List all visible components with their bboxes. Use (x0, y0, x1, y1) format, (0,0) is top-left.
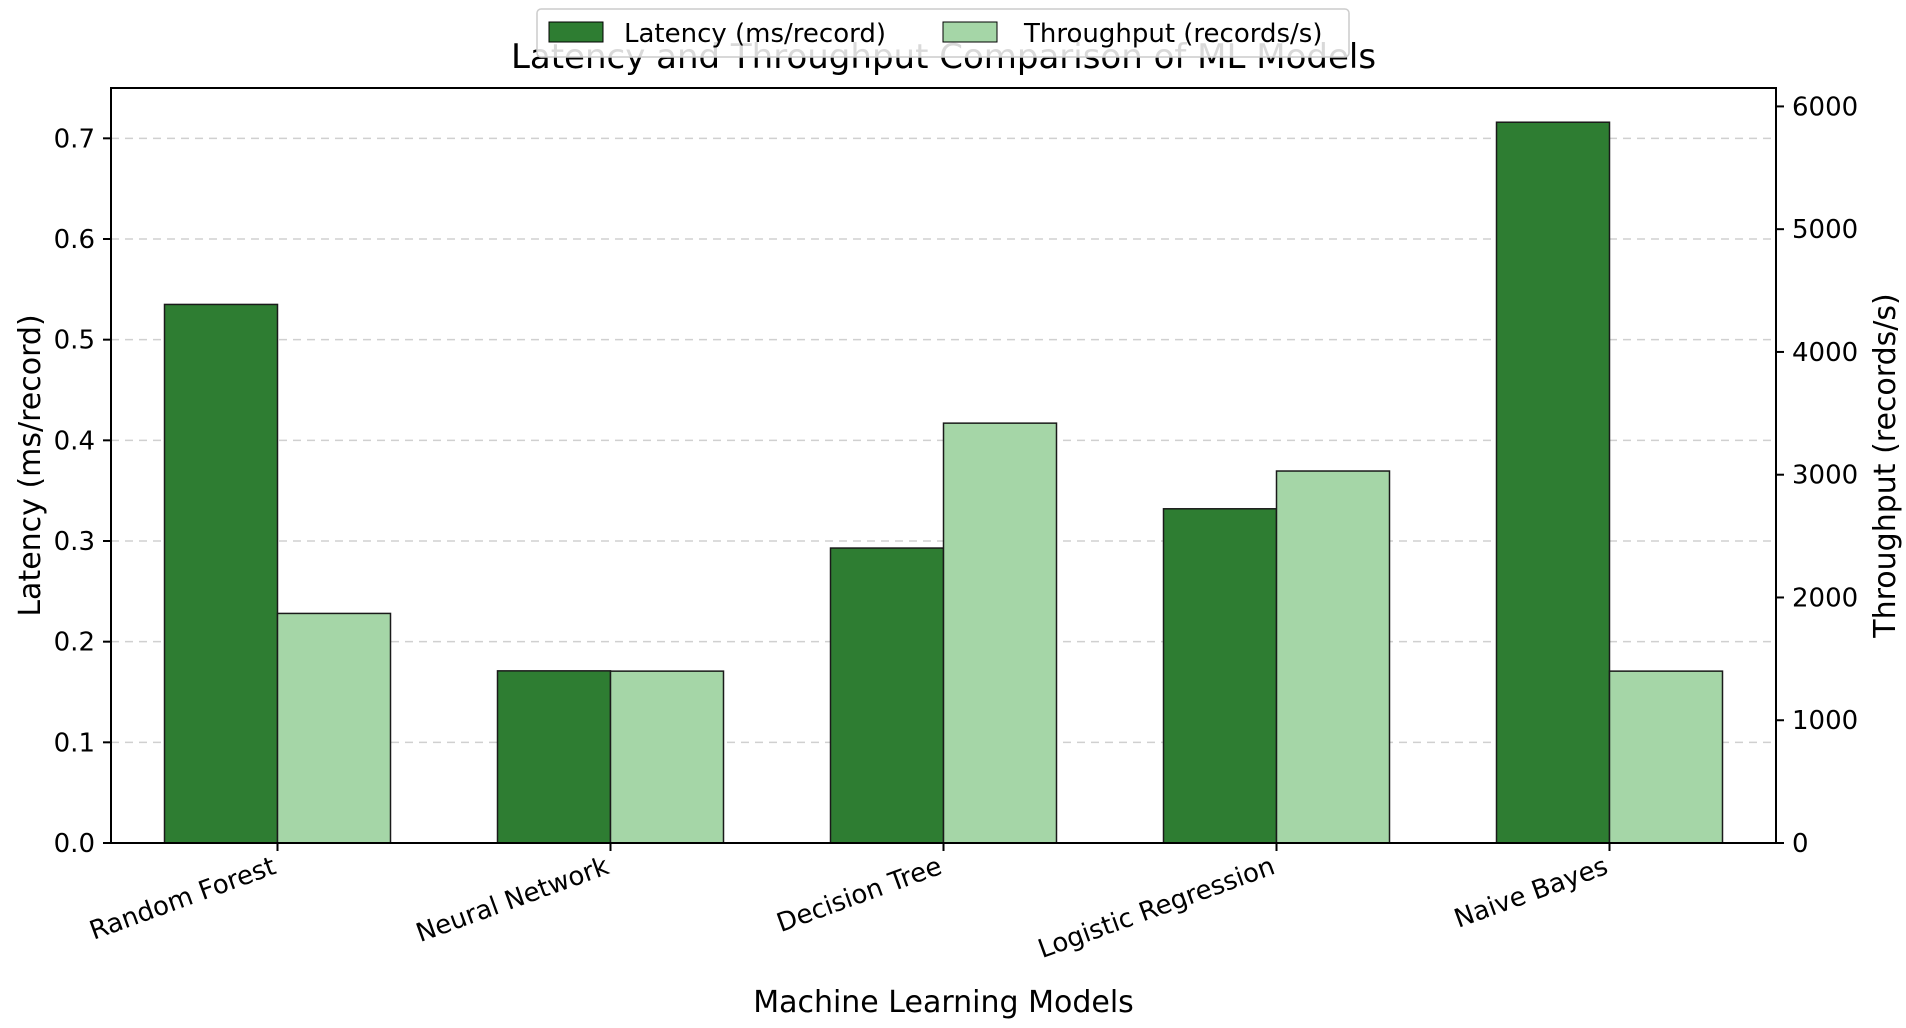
right-tick-label: 0 (1792, 829, 1809, 859)
legend-swatch-throughput (942, 21, 998, 43)
left-tick-label: 0.3 (54, 527, 95, 557)
left-tick-label: 0.6 (54, 225, 95, 255)
y-axis-title: Latency (ms/record) (13, 314, 48, 616)
legend-swatch-latency (548, 21, 604, 43)
left-tick-label: 0.7 (54, 124, 95, 154)
right-tick-label: 1000 (1792, 706, 1858, 736)
legend: Latency (ms/record) Throughput (records/… (536, 8, 1350, 58)
x-tick-label: Naive Bayes (1450, 851, 1612, 934)
left-tick-label: 0.4 (54, 426, 95, 456)
left-tick-label: 0.1 (54, 728, 95, 758)
x-tick-label: Random Forest (86, 851, 280, 946)
throughput-bar-random-forest (276, 612, 392, 844)
x-tick-label: Neural Network (412, 851, 613, 948)
right-tick-label: 3000 (1792, 461, 1858, 491)
left-tick-label: 0.2 (54, 628, 95, 658)
right-tick-label: 5000 (1792, 215, 1858, 245)
throughput-bar-naive-bayes (1608, 670, 1724, 844)
right-axis: 0 1000 2000 3000 4000 5000 6000 (1776, 92, 1858, 859)
throughput-bar-neural-network (609, 670, 725, 844)
y2-axis-title: Throughput (records/s) (1868, 293, 1903, 638)
left-tick-label: 0.5 (54, 326, 95, 356)
latency-bar-neural-network (496, 670, 612, 844)
throughput-bar-logistic-regression (1275, 470, 1391, 844)
x-axis-title: Machine Learning Models (753, 985, 1134, 1020)
left-tick-label: 0.0 (54, 829, 95, 859)
throughput-bar-decision-tree (942, 422, 1058, 844)
right-tick-label: 4000 (1792, 338, 1858, 368)
x-tick-label: Logistic Regression (1034, 851, 1279, 964)
legend-label-throughput: Throughput (records/s) (1023, 19, 1322, 49)
latency-bar-naive-bayes (1495, 121, 1611, 844)
left-axis: 0.0 0.1 0.2 0.3 0.4 0.5 0.6 0.7 (54, 124, 111, 859)
latency-bar-random-forest (163, 303, 279, 844)
right-tick-label: 6000 (1792, 92, 1858, 122)
latency-bar-decision-tree (829, 547, 945, 844)
x-tick-label: Decision Tree (773, 851, 946, 938)
legend-label-latency: Latency (ms/record) (624, 19, 886, 49)
bars-layer (163, 121, 1724, 844)
right-tick-label: 2000 (1792, 583, 1858, 613)
x-axis: Random Forest Neural Network Decision Tree… (86, 843, 1612, 965)
latency-bar-logistic-regression (1162, 508, 1278, 844)
